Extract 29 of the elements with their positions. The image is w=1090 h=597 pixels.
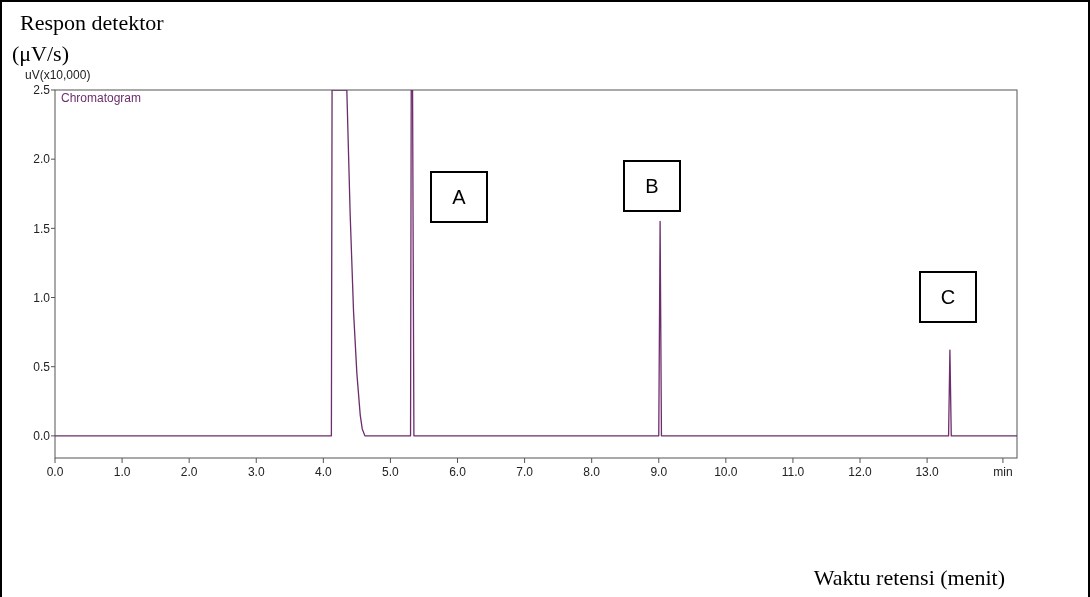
line-series: [55, 90, 1017, 437]
x-tick-label: 9.0: [650, 465, 668, 479]
x-tick-label: 8.0: [583, 465, 601, 479]
x-axis-title: Waktu retensi (menit): [813, 565, 1005, 590]
x-tick-label: 3.0: [247, 465, 265, 479]
x-tick-label: 0.0: [46, 465, 64, 479]
annotation: B: [645, 175, 659, 197]
x-tick-label: 6.0: [449, 465, 467, 479]
x-tick-label: 4.0: [315, 465, 332, 479]
x-tick-label: 7.0: [516, 465, 534, 479]
y-axis-title: Respon detektor (μV/s): [12, 10, 165, 66]
annotation: A: [452, 186, 467, 208]
x-tick-label: 1.0: [113, 465, 131, 479]
y-tick-label: 2.0: [33, 152, 51, 167]
y-tick-label: 2.5: [33, 83, 51, 98]
text: Chromatogram: [61, 91, 142, 105]
x-tick-label: 10.0: [714, 465, 738, 479]
text: uV(x10,000): [25, 68, 91, 82]
annotation: C: [940, 286, 956, 308]
y-tick-label: 1.5: [33, 221, 51, 236]
y-tick-label: 0.5: [33, 359, 51, 374]
x-tick-label: 2.0: [180, 465, 198, 479]
x-tick-label: 12.0: [848, 465, 873, 479]
x-tick-label: min: [993, 465, 1013, 479]
x-tick-label: 5.0: [382, 465, 400, 479]
x-tick-label: 13.0: [915, 465, 940, 479]
x-tick-label: 11.0: [781, 465, 805, 479]
y-tick-label: 1.0: [33, 290, 51, 305]
y-tick-label: 0.0: [33, 429, 51, 444]
